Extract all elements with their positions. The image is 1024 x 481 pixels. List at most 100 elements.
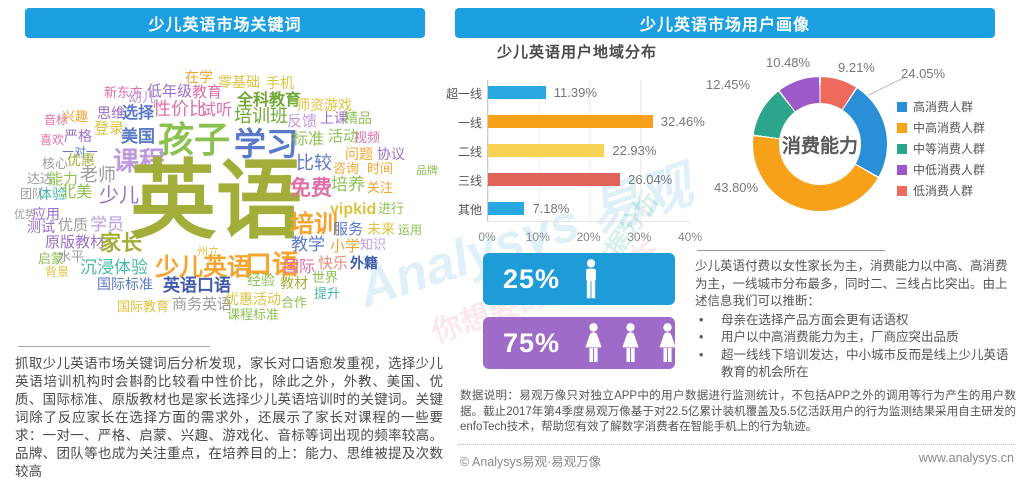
keyword: 州立 <box>197 246 219 258</box>
keyword: 学习 <box>234 126 299 162</box>
keyword: 英语 <box>130 153 302 249</box>
legend-item: 中高消费人群 <box>897 117 985 138</box>
footer-website-link[interactable]: www.analysys.cn <box>918 451 1014 465</box>
divider-line <box>18 346 210 347</box>
keyword: 测试 <box>27 219 55 235</box>
keyword: 教材 <box>280 275 308 291</box>
keyword: 精品 <box>344 110 372 126</box>
keyword: 口语 <box>245 250 299 280</box>
insight-block: 少儿英语付费以女性家长为主，消费能力以中高、高消费为主，一线城市分布最多，同时二… <box>695 258 1017 382</box>
keyword: 小学 <box>330 238 361 255</box>
male-share-block: 25% <box>483 253 675 305</box>
male-percentage: 25% <box>503 263 561 294</box>
keyword: 启蒙 <box>38 251 65 266</box>
donut-value-label: 43.80% <box>714 180 759 195</box>
bar-category-label: 其他 <box>457 203 482 217</box>
female-percentage: 75% <box>503 327 561 358</box>
legend-label: 中等消费人群 <box>913 142 986 156</box>
left-panel-header: 少儿英语市场关键词 <box>25 8 425 38</box>
data-note: 数据说明：易观万像只对独立APP中的用户数据进行监测统计，不包括APP之外的调用… <box>460 390 1016 433</box>
bar-value-label: 22.93% <box>612 143 657 158</box>
keyword: 学员 <box>90 215 124 234</box>
keyword: 优惠活动 <box>225 291 281 307</box>
keyword: 培养 <box>331 175 365 194</box>
keyword: 零基础 <box>218 74 260 90</box>
donut-callout-line <box>867 77 905 96</box>
donut-value-label: 24.05% <box>901 66 946 81</box>
keyword: 快乐 <box>318 255 349 272</box>
keyword: 体验 <box>38 186 66 202</box>
keyword: 师资 <box>296 97 324 113</box>
bar-一线 <box>488 115 653 128</box>
keyword: 商务英语 <box>172 296 233 313</box>
keyword: 课程标准 <box>227 307 280 322</box>
keyword: 课程 <box>113 146 166 176</box>
legend-item: 低消费人群 <box>897 180 985 201</box>
keyword: 英语口语 <box>163 276 231 295</box>
keyword: 教学 <box>291 235 325 254</box>
keyword: 全科教育 <box>237 92 302 109</box>
keywords-analysis-paragraph: 抓取少儿英语市场关键词后分析发现，家长对口语愈发重视，选择少儿英语培训机构时会斟… <box>15 356 443 479</box>
keyword: 在学 <box>185 69 213 85</box>
keyword: 原版教材 <box>45 234 106 251</box>
keyword: 能力 <box>48 171 79 188</box>
bar-value-label: 26.04% <box>628 172 673 187</box>
keyword: 选择 <box>122 105 155 122</box>
keyword: 国际教育 <box>117 299 170 314</box>
male-icons <box>580 259 602 299</box>
bar-category-label: 超一线 <box>445 87 482 101</box>
keyword: 服务 <box>333 221 364 238</box>
bar-category-label: 二线 <box>457 145 482 159</box>
keyword: 水平 <box>58 249 85 264</box>
keyword: 少儿英语 <box>155 254 251 281</box>
legend-swatch <box>897 122 907 133</box>
keyword: 沉浸体验 <box>80 258 148 277</box>
right-panel-header: 少儿英语市场用户画像 <box>455 8 995 38</box>
donut-hole: 消费能力 <box>779 103 861 185</box>
keyword: 国际标准 <box>97 276 153 292</box>
x-axis-tick: 10% <box>525 230 550 244</box>
keyword: 问题 <box>345 146 373 162</box>
female-share-block: 75% <box>483 317 676 369</box>
female-icons <box>580 323 681 363</box>
keyword: 一对一 <box>62 145 99 159</box>
legend-swatch <box>897 164 907 175</box>
donut-value-label: 9.21% <box>838 60 875 75</box>
x-axis-tick: 40% <box>677 230 703 244</box>
keyword: 标准 <box>292 131 325 148</box>
keyword: 外籍 <box>350 255 378 271</box>
bar-chart-title: 少儿英语用户地域分布 <box>497 44 658 61</box>
keyword: 核心 <box>42 156 69 171</box>
bar-value-label: 11.39% <box>553 85 597 100</box>
keyword: 咨询 <box>333 161 360 176</box>
keyword: 兴趣 <box>62 109 89 124</box>
keyword: 孩子 <box>158 119 231 160</box>
bar-其他 <box>488 202 525 215</box>
keyword: 美国 <box>121 127 155 146</box>
keyword: 喜欢 <box>40 133 65 147</box>
keyword: 知识 <box>360 237 387 252</box>
keyword: 低年级 <box>147 83 193 100</box>
keyword: 关注 <box>367 180 394 195</box>
keyword: 新东方 <box>104 85 144 100</box>
keyword: 免费 <box>290 177 332 200</box>
insight-bullet: 用户以中高消费能力为主，厂商应突出品质 <box>695 329 1017 347</box>
keyword: 优质 <box>58 217 89 234</box>
keyword: 性价比 <box>153 99 207 119</box>
keyword: 少儿 <box>99 185 139 207</box>
legend-swatch <box>897 185 907 196</box>
keyword: 品牌 <box>416 165 438 177</box>
keyword: 时间 <box>367 161 394 176</box>
donut-value-label: 10.48% <box>766 55 811 70</box>
x-axis-tick: 0% <box>478 230 496 244</box>
keyword: 经验 <box>247 272 275 288</box>
bar-chart-x-axis: 0% 10% 20% 30% 40% <box>478 230 702 244</box>
bar-category-label: 三线 <box>457 174 482 188</box>
keyword: 团队 <box>20 187 45 201</box>
legend-label: 中低消费人群 <box>913 163 986 177</box>
bar-三线 <box>488 173 621 186</box>
legend-item: 中低消费人群 <box>897 159 985 180</box>
legend-item: 中等消费人群 <box>897 138 985 159</box>
keyword: vipkid <box>330 201 377 218</box>
keyword: 音标 <box>44 113 69 127</box>
